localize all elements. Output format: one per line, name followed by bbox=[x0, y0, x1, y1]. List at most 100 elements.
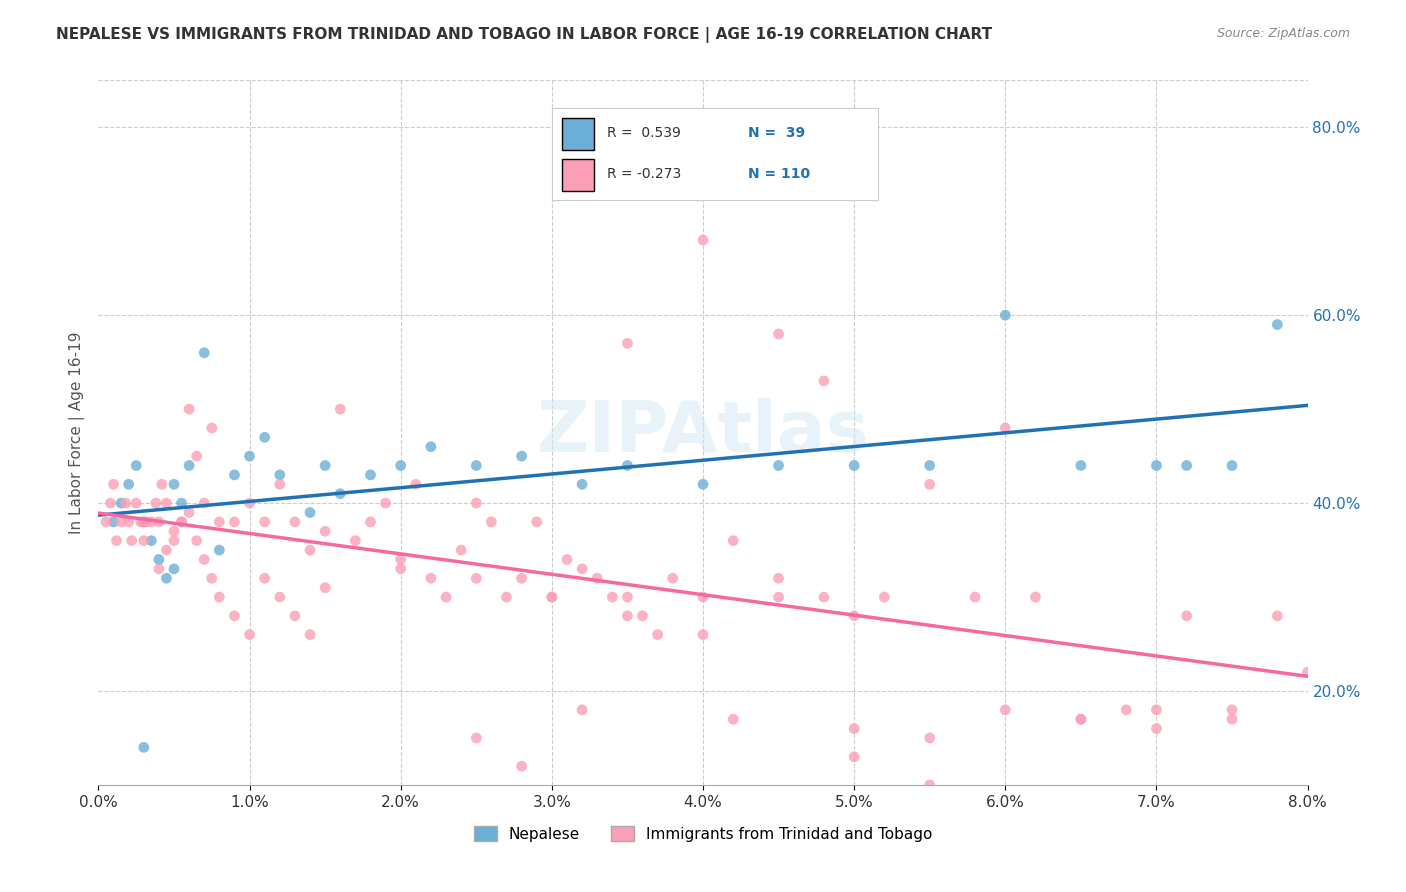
Point bbox=[994, 703, 1017, 717]
Point bbox=[692, 477, 714, 491]
Point bbox=[555, 552, 578, 566]
Point bbox=[125, 496, 148, 510]
Point bbox=[269, 590, 291, 604]
Point bbox=[465, 571, 488, 585]
Point bbox=[132, 533, 155, 548]
Point bbox=[105, 533, 128, 548]
Point bbox=[571, 562, 593, 576]
Point bbox=[1070, 712, 1092, 726]
Point bbox=[208, 543, 231, 558]
Point bbox=[239, 449, 262, 463]
Text: Source: ZipAtlas.com: Source: ZipAtlas.com bbox=[1216, 27, 1350, 40]
Point bbox=[129, 515, 152, 529]
Point bbox=[329, 486, 352, 500]
Point bbox=[1296, 665, 1319, 680]
Point bbox=[186, 449, 208, 463]
Point bbox=[647, 627, 669, 641]
Point bbox=[135, 515, 157, 529]
Point bbox=[465, 458, 488, 473]
Point bbox=[918, 477, 941, 491]
Point bbox=[269, 477, 291, 491]
Point bbox=[148, 552, 170, 566]
Point bbox=[692, 627, 714, 641]
Point bbox=[314, 458, 336, 473]
Point bbox=[155, 543, 177, 558]
Point bbox=[103, 515, 125, 529]
Legend: Nepalese, Immigrants from Trinidad and Tobago: Nepalese, Immigrants from Trinidad and T… bbox=[468, 820, 938, 847]
Point bbox=[179, 506, 201, 520]
Point bbox=[723, 712, 745, 726]
Point bbox=[661, 571, 683, 585]
Point bbox=[193, 345, 215, 359]
Point bbox=[481, 515, 503, 529]
Point bbox=[844, 749, 866, 764]
Point bbox=[132, 515, 155, 529]
Point bbox=[1070, 458, 1092, 473]
Point bbox=[110, 515, 132, 529]
Point bbox=[918, 778, 941, 792]
Point bbox=[813, 590, 835, 604]
Point bbox=[121, 533, 143, 548]
Point bbox=[571, 477, 593, 491]
Point bbox=[616, 608, 638, 623]
Point bbox=[1115, 703, 1137, 717]
Point bbox=[571, 703, 593, 717]
Point bbox=[389, 562, 412, 576]
Point bbox=[465, 731, 488, 745]
Point bbox=[1024, 590, 1046, 604]
Point bbox=[141, 533, 163, 548]
Point bbox=[163, 533, 186, 548]
Point bbox=[768, 458, 790, 473]
Point bbox=[150, 477, 173, 491]
Point bbox=[170, 515, 193, 529]
Point bbox=[723, 533, 745, 548]
Point bbox=[299, 543, 322, 558]
Point bbox=[224, 608, 246, 623]
Point bbox=[360, 515, 382, 529]
Point bbox=[170, 496, 193, 510]
Point bbox=[602, 590, 624, 604]
Point bbox=[1146, 703, 1168, 717]
Point bbox=[155, 496, 177, 510]
Text: NEPALESE VS IMMIGRANTS FROM TRINIDAD AND TOBAGO IN LABOR FORCE | AGE 16-19 CORRE: NEPALESE VS IMMIGRANTS FROM TRINIDAD AND… bbox=[56, 27, 993, 43]
Point bbox=[692, 590, 714, 604]
Point bbox=[201, 421, 224, 435]
Point bbox=[1146, 458, 1168, 473]
Point bbox=[118, 477, 141, 491]
Point bbox=[768, 326, 790, 341]
Point bbox=[768, 590, 790, 604]
Point bbox=[768, 571, 790, 585]
Point bbox=[145, 496, 167, 510]
Point bbox=[148, 515, 170, 529]
Point bbox=[526, 515, 548, 529]
Point bbox=[103, 477, 125, 491]
Point bbox=[540, 590, 562, 604]
Point bbox=[125, 458, 148, 473]
Point bbox=[510, 449, 533, 463]
Point bbox=[224, 467, 246, 482]
Point bbox=[208, 590, 231, 604]
Point bbox=[374, 496, 396, 510]
Y-axis label: In Labor Force | Age 16-19: In Labor Force | Age 16-19 bbox=[69, 331, 84, 534]
Point bbox=[148, 562, 170, 576]
Point bbox=[918, 731, 941, 745]
Point bbox=[179, 458, 201, 473]
Point bbox=[540, 590, 562, 604]
Point bbox=[1146, 722, 1168, 736]
Point bbox=[965, 590, 987, 604]
Point bbox=[405, 477, 427, 491]
Point bbox=[314, 581, 336, 595]
Point bbox=[253, 430, 276, 444]
Point bbox=[1220, 458, 1243, 473]
Point bbox=[844, 722, 866, 736]
Point bbox=[114, 496, 136, 510]
Point bbox=[100, 496, 122, 510]
Point bbox=[1220, 703, 1243, 717]
Point bbox=[510, 571, 533, 585]
Point bbox=[224, 515, 246, 529]
Point bbox=[586, 571, 609, 585]
Point bbox=[155, 571, 177, 585]
Point bbox=[170, 515, 193, 529]
Point bbox=[1070, 712, 1092, 726]
Point bbox=[465, 496, 488, 510]
